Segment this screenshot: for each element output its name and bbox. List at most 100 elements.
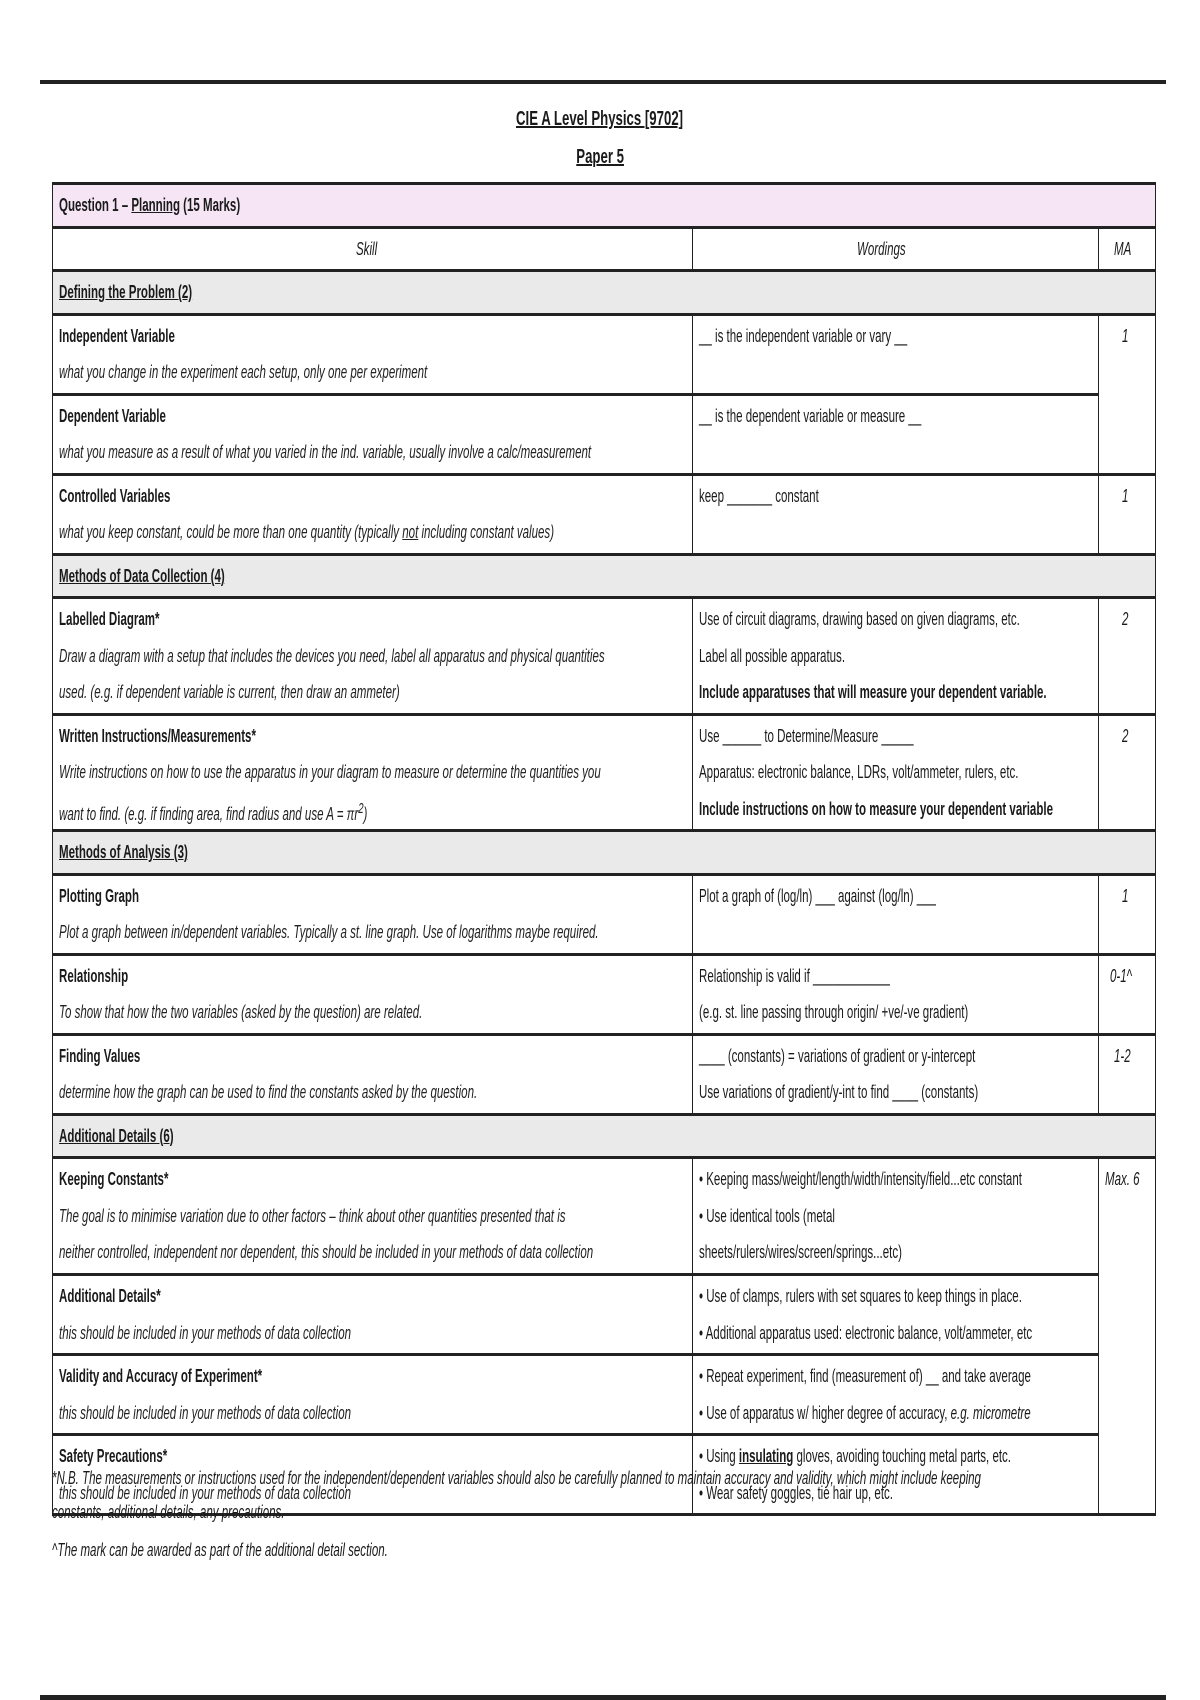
skill-description: what you measure as a result of what you… (59, 442, 592, 462)
skill-cell: Safety Precautions* this should be includ… (52, 1433, 693, 1516)
wordings-cell: • Use of clamps, rulers with set squares… (692, 1273, 1099, 1356)
skill-name: Finding Values (59, 1038, 686, 1075)
wording-line: • Keeping mass/weight/length/width/inten… (699, 1169, 1022, 1189)
skill-cell: Independent Variable what you change in t… (52, 312, 693, 396)
skill-name: Relationship (59, 958, 686, 995)
footnote-nb: *N.B. The measurements or instructions u… (52, 1468, 981, 1488)
wording-line: Label all possible apparatus. (699, 645, 846, 666)
section-title: Additional Details (6) (51, 1112, 1157, 1159)
question-header: Question 1 – Planning (15 Marks) (51, 182, 1157, 229)
marks-value: 1 (1105, 318, 1149, 355)
skill-description: want to find. (e.g. if finding area, fin… (59, 799, 368, 824)
skill-name: Keeping Constants* (59, 1161, 686, 1198)
wording-line: • Wear safety goggles, tie hair up, etc. (699, 1482, 894, 1503)
skill-description: Write instructions on how to use the app… (59, 762, 601, 782)
skill-cell: Controlled Variables what you keep consta… (52, 472, 693, 556)
skill-description: Draw a diagram with a setup that include… (59, 645, 605, 666)
section-header-row: Defining the Problem (2) (51, 269, 1157, 316)
wording-line: Use ______ to Determine/Measure _____ (699, 725, 914, 746)
text-segment: Independent Variable (59, 325, 175, 346)
text-segment: 1 (1122, 325, 1129, 346)
wording-line: • Use of apparatus w/ higher degree of a… (699, 1402, 1031, 1423)
marks-value: 0-1^ (1105, 958, 1149, 995)
wording-line: ____ (constants) = variations of gradien… (699, 1045, 976, 1066)
wording-line: • Additional apparatus used: electronic … (699, 1322, 1033, 1343)
text-segment: 2 (358, 799, 364, 817)
wordings-cell: __ is the independent variable or vary _… (692, 312, 1099, 396)
wording-line: Relationship is valid if ____________ (699, 965, 890, 986)
skill-name: Safety Precautions* (59, 1438, 686, 1475)
text-segment: Validity and Accuracy of Experiment* (59, 1366, 263, 1386)
section-title-text: Methods of Data Collection (4) (59, 558, 1149, 595)
wording-line: (e.g. st. line passing through origin/ +… (699, 1002, 969, 1022)
marks-cell: 2 (1097, 596, 1157, 716)
skill-description: The goal is to minimise variation due to… (59, 1205, 566, 1226)
marks-value: 1 (1105, 878, 1149, 915)
wording-line: Plot a graph of (log/ln) ___ against (lo… (699, 885, 936, 906)
marks-cell: 2 (1097, 712, 1157, 832)
section-title-text: Additional Details (6) (59, 1118, 1149, 1155)
document-subtitle: Paper 5 (576, 146, 624, 168)
top-rule (40, 80, 1166, 84)
footnote-caret: ^The mark can be awarded as part of the … (52, 1540, 388, 1560)
text-segment: Max. 6 (1105, 1169, 1140, 1189)
text-segment: Controlled Variables (59, 485, 171, 506)
marks-value: 2 (1105, 601, 1149, 638)
document-title: CIE A Level Physics [9702] (516, 108, 684, 130)
table-row: Controlled Variables what you keep consta… (52, 472, 1157, 556)
wording-line: Use of circuit diagrams, drawing based o… (699, 609, 1020, 629)
table-row: Plotting Graph Plot a graph between in/de… (52, 872, 1157, 956)
table-row: Additional Details* this should be includ… (52, 1273, 1156, 1356)
marks-cell: 1 (1097, 872, 1157, 956)
text-segment: 1-2 (1114, 1045, 1131, 1066)
table-row: Labelled Diagram* Draw a diagram with a s… (52, 596, 1157, 716)
wording-line: • Use identical tools (metal (699, 1205, 835, 1226)
skill-name: Labelled Diagram* (59, 601, 686, 638)
text-segment: 1 (1122, 885, 1129, 906)
text-segment: insulating (738, 1446, 794, 1466)
footnote-nb-cont: constants, additional details, any preca… (52, 1502, 285, 1522)
marks-value: 1-2 (1105, 1038, 1149, 1075)
section-title: Defining the Problem (2) (51, 269, 1157, 316)
skill-name: Controlled Variables (59, 478, 686, 515)
skill-description: used. (e.g. if dependent variable is cur… (59, 682, 400, 702)
wordings-cell: Relationship is valid if ____________ (e.… (692, 952, 1099, 1036)
skill-cell: Written Instructions/Measurements* Write … (52, 712, 693, 832)
text-segment: e.g. micrometre (950, 1402, 1031, 1423)
section-header-row: Methods of Analysis (3) (51, 829, 1157, 876)
wording-line: Apparatus: electronic balance, LDRs, vol… (699, 762, 1019, 782)
text-segment: Keeping Constants* (59, 1169, 169, 1189)
table-row: Written Instructions/Measurements* Write … (52, 712, 1157, 832)
section-title-text: Methods of Analysis (3) (59, 834, 1149, 871)
skill-cell: Additional Details* this should be includ… (52, 1273, 693, 1356)
col-wordings: Wordings (692, 225, 1099, 272)
table-row: Keeping Constants* The goal is to minimis… (52, 1156, 1157, 1516)
text-segment: 0-1^ (1109, 965, 1132, 986)
wording-line: • Use of clamps, rulers with set squares… (699, 1286, 1022, 1306)
marks-cell: 1-2 (1097, 1032, 1157, 1116)
text-segment: Additional Details (6) (59, 1125, 174, 1146)
wordings-cell: keep _______ constant (692, 472, 1099, 556)
section-title-text: Defining the Problem (2) (59, 274, 1149, 311)
skill-cell: Finding Values determine how the graph ca… (52, 1032, 693, 1116)
wordings-cell: ____ (constants) = variations of gradien… (692, 1032, 1099, 1116)
wording-line: __ is the independent variable or vary _… (699, 325, 908, 346)
marks-cell: 1 (1097, 312, 1157, 476)
text-segment: 1 (1122, 485, 1129, 506)
section-header-row: Methods of Data Collection (4) (51, 552, 1157, 599)
column-header-row: Skill Wordings MA (52, 225, 1157, 272)
text-segment: Methods of Analysis (3) (59, 842, 188, 862)
skill-name: Validity and Accuracy of Experiment* (59, 1358, 686, 1395)
skill-description: this should be included in your methods … (59, 1402, 352, 1423)
section-title: Methods of Analysis (3) (51, 829, 1157, 876)
text-segment: Plotting Graph (59, 885, 139, 906)
marks-value: 2 (1105, 718, 1149, 755)
skill-name: Additional Details* (59, 1278, 686, 1315)
wordings-cell: • Using insulating gloves, avoiding touc… (692, 1433, 1099, 1516)
table-row: Finding Values determine how the graph ca… (52, 1032, 1157, 1116)
skill-description: To show that how the two variables (aske… (59, 1002, 423, 1022)
col-ma: MA (1097, 225, 1157, 272)
marks-value: 1 (1105, 478, 1149, 515)
text-segment: Include apparatuses that will measure yo… (699, 682, 1047, 702)
marks-cell: Max. 6 (1097, 1156, 1157, 1516)
